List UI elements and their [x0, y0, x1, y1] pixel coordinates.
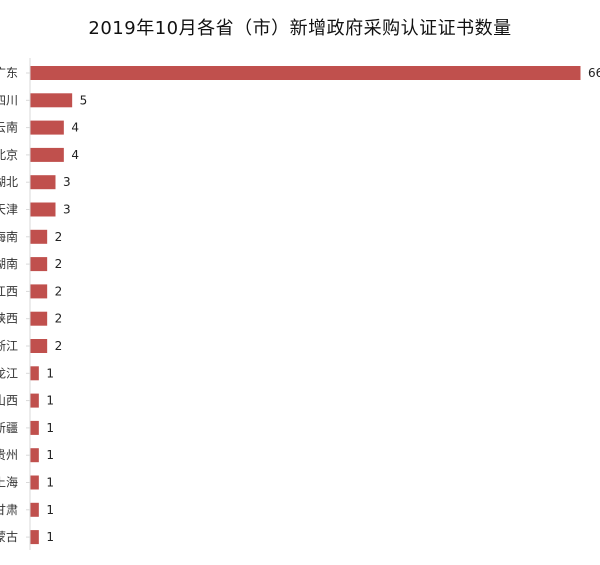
- bars-group: 广东 66 四川 5 云南 4 北京 4 湖北 3 天津 3 海南 2 湖南 2 江西 2 陕西 2 浙江 2 黑龙江 1 山西…: [0, 66, 600, 545]
- category-label: 海南: [0, 229, 18, 244]
- bar: [30, 420, 39, 435]
- bar: [30, 66, 581, 80]
- value-label: 4: [71, 121, 79, 135]
- value-label: 2: [55, 284, 63, 298]
- bar: [30, 93, 73, 108]
- bar: [30, 257, 48, 272]
- bar: [30, 229, 48, 244]
- chart-title: 2019年10月各省（市）新增政府采购认证证书数量: [88, 18, 512, 39]
- category-label: 新疆: [0, 420, 18, 435]
- category-label: 黑龙江: [0, 366, 18, 380]
- category-label: 湖南: [0, 256, 18, 271]
- category-label: 江西: [0, 284, 18, 298]
- bar: [30, 175, 56, 190]
- bar: [30, 120, 64, 135]
- value-label: 1: [46, 366, 54, 380]
- value-label: 66: [588, 66, 600, 80]
- bar: [30, 475, 39, 490]
- category-label: 广东: [0, 66, 18, 80]
- bar: [30, 311, 48, 326]
- bar: [30, 366, 39, 381]
- bar: [30, 284, 48, 299]
- bar: [30, 448, 39, 463]
- value-label: 3: [63, 203, 71, 217]
- value-label: 2: [55, 257, 63, 271]
- bar: [30, 393, 39, 408]
- category-label: 陕西: [0, 311, 18, 326]
- category-label: 甘肃: [0, 503, 18, 517]
- value-label: 2: [55, 312, 63, 326]
- value-label: 1: [46, 476, 54, 490]
- category-label: 内蒙古: [0, 529, 18, 544]
- value-label: 1: [46, 394, 54, 408]
- bar: [30, 530, 39, 545]
- category-label: 贵州: [0, 448, 18, 462]
- value-label: 5: [80, 93, 88, 107]
- category-label: 上海: [0, 475, 18, 490]
- bar: [30, 502, 39, 517]
- value-label: 1: [46, 530, 54, 544]
- value-label: 1: [46, 503, 54, 517]
- bar: [30, 339, 48, 353]
- category-label: 四川: [0, 93, 18, 107]
- category-label: 浙江: [0, 339, 18, 353]
- category-label: 山西: [0, 394, 18, 408]
- category-label: 北京: [0, 148, 18, 162]
- value-label: 1: [46, 421, 54, 435]
- category-label: 湖北: [0, 174, 18, 189]
- value-label: 3: [63, 175, 71, 189]
- value-label: 2: [55, 339, 63, 353]
- category-label: 云南: [0, 120, 18, 135]
- bar: [30, 147, 64, 162]
- bar: [30, 202, 56, 217]
- value-label: 2: [55, 230, 63, 244]
- value-label: 4: [71, 148, 79, 162]
- value-label: 1: [46, 448, 54, 462]
- category-label: 天津: [0, 203, 18, 217]
